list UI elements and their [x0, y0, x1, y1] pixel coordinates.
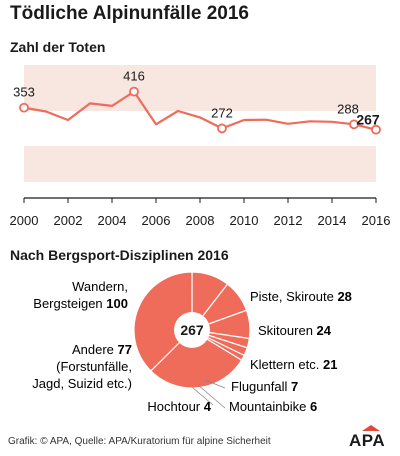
- label-andere-line3: Jagd, Suizid etc.): [32, 376, 132, 391]
- pie-slice: [150, 329, 243, 389]
- x-tick-label: 2004: [98, 213, 127, 228]
- x-tick-label: 2006: [142, 213, 171, 228]
- series-line: [23, 90, 377, 131]
- leader-line: [191, 386, 214, 406]
- apa-logo: APA: [346, 425, 394, 451]
- x-tick-label: 2002: [54, 213, 83, 228]
- label-andere: Andere 77: [72, 342, 132, 357]
- label-hochtour: Hochtour 4: [147, 399, 211, 414]
- label-wandern: Wandern,: [72, 279, 128, 294]
- data-label: 267: [356, 112, 380, 128]
- pie-total-label: 267: [180, 322, 204, 338]
- data-point-marker: [19, 102, 29, 113]
- pie-slice: [133, 271, 193, 372]
- chart-title: Tödliche Alpinunfälle 2016: [10, 3, 249, 24]
- data-label: 353: [13, 85, 35, 100]
- x-tick-label: 2008: [186, 213, 215, 228]
- label-klettern: Klettern etc. 21: [250, 357, 337, 372]
- logo-triangle-icon: [362, 425, 380, 431]
- label-piste: Piste, Skiroute 28: [250, 289, 352, 304]
- label-mountainbike: Mountainbike 6: [229, 399, 317, 414]
- label-flugunfall: Flugunfall 7: [231, 379, 298, 394]
- pie-center-hole: [174, 312, 210, 348]
- data-label: 272: [211, 105, 233, 120]
- line-chart: 2000 2002 2004 2006 2008 2010 2012 2014 2016 353 4…: [10, 69, 391, 228]
- x-tick-label: 2012: [274, 213, 303, 228]
- band-lower: [24, 146, 376, 182]
- data-point-marker: [349, 119, 359, 130]
- label-andere-line2: (Forstunfälle,: [56, 359, 132, 374]
- pie-labels: Wandern, Bergsteigen 100 Piste, Skiroute…: [32, 279, 352, 414]
- data-label: 288: [337, 101, 359, 116]
- label-bergsteigen: Bergsteigen 100: [33, 296, 128, 311]
- line-chart-title: Zahl der Toten: [10, 39, 106, 55]
- leader-line: [204, 379, 226, 389]
- leader-line: [197, 384, 226, 409]
- label-skitouren: Skitouren 24: [258, 323, 332, 338]
- x-tick-label: 2010: [230, 213, 259, 228]
- data-point-marker: [217, 123, 227, 134]
- source-footer: Grafik: © APA, Quelle: APA/Kuratorium fü…: [8, 436, 271, 447]
- data-point-marker: [129, 86, 139, 97]
- x-tick-label: 2016: [362, 213, 391, 228]
- pie-chart: 267: [133, 271, 251, 409]
- x-tick-label: 2000: [10, 213, 39, 228]
- pie-chart-title: Nach Bergsport-Disziplinen 2016: [10, 247, 229, 263]
- data-label: 416: [123, 69, 145, 84]
- logo-text: APA: [349, 431, 386, 450]
- data-point-marker: [371, 124, 381, 135]
- band-upper: [24, 65, 376, 111]
- x-tick-label: 2014: [318, 213, 347, 228]
